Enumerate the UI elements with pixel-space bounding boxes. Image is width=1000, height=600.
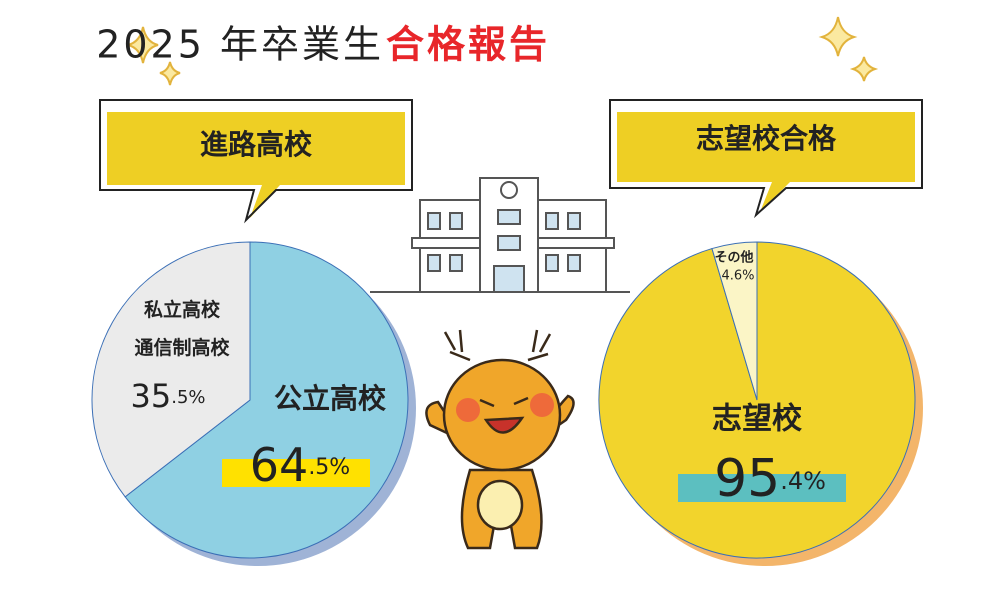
pie: 志望校 95.4% その他 4.6% — [598, 241, 923, 566]
value-label: 95.4% — [714, 449, 826, 509]
slice-label: 志望校 — [712, 402, 802, 437]
bubble-right — [609, 99, 923, 219]
slice-label: 公立高校 — [274, 382, 387, 415]
title-highlight: 合格報告 — [386, 23, 550, 67]
pie-slice — [711, 241, 758, 401]
value-label: 35.5% — [131, 377, 206, 415]
pie-title: 志望校合格 — [696, 122, 837, 155]
slice-label: その他 — [714, 250, 753, 266]
title-main: 2025 年卒業生 — [96, 23, 384, 67]
pie-slice — [91, 241, 251, 498]
value-label: 4.6% — [721, 269, 754, 284]
pie: 公立高校 64.5% 私立高校通信制高校 35.5% — [91, 241, 416, 566]
pie-title: 進路高校 — [200, 128, 313, 161]
school-building — [370, 177, 630, 293]
value-highlight — [222, 459, 370, 487]
slice-label: 私立高校通信制高校 — [134, 298, 230, 359]
bubble-left — [99, 99, 413, 224]
value-highlight — [678, 474, 846, 502]
mascot — [425, 329, 575, 550]
value-label: 64.5% — [250, 438, 350, 492]
sparkles — [127, 16, 879, 86]
